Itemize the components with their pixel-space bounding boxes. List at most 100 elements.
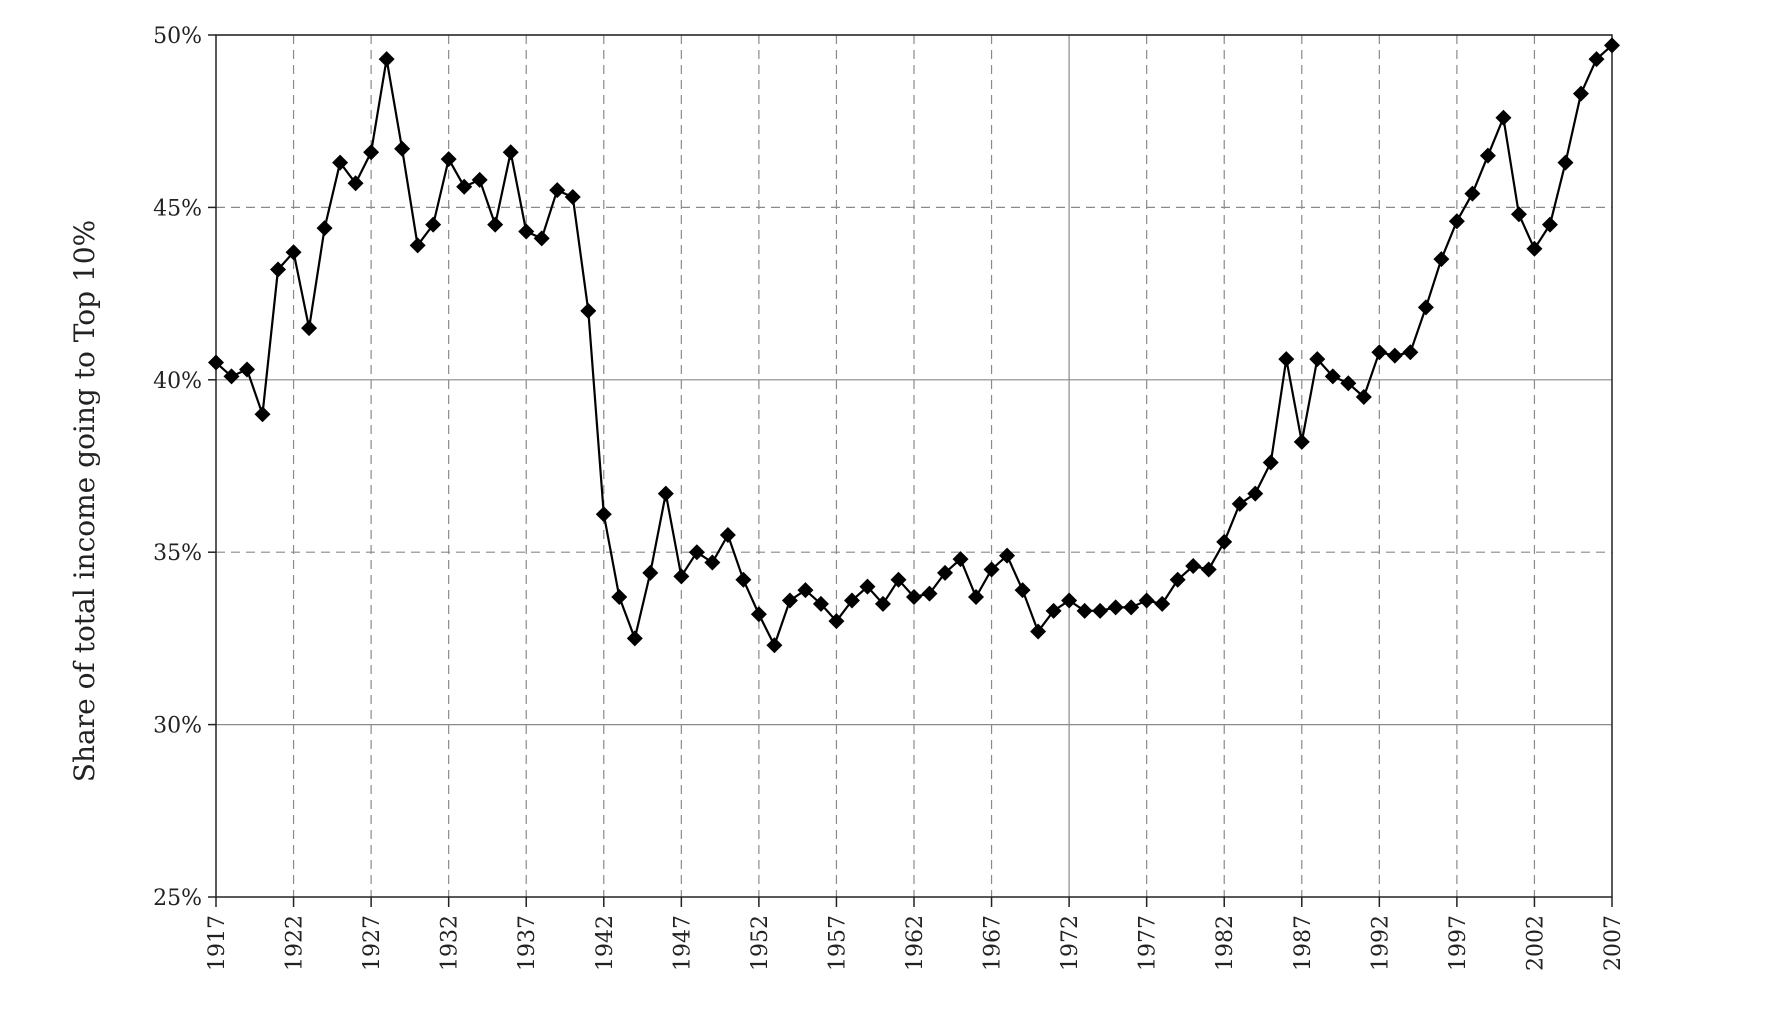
- data-point: [874, 595, 891, 612]
- data-point: [1448, 213, 1465, 230]
- data-point: [1526, 240, 1543, 257]
- data-point: [316, 220, 333, 237]
- data-point: [518, 223, 535, 240]
- data-point: [549, 182, 566, 199]
- data-point: [409, 237, 426, 254]
- x-tick-label: 1937: [515, 915, 540, 971]
- data-point: [766, 637, 783, 654]
- x-tick-label: 1932: [438, 915, 463, 971]
- data-point: [1092, 602, 1109, 619]
- data-point: [1588, 51, 1605, 68]
- data-point: [1479, 147, 1496, 164]
- data-point: [1324, 368, 1341, 385]
- y-tick-label: 50%: [153, 24, 202, 49]
- data-point: [1107, 599, 1124, 616]
- x-tick-label: 2007: [1601, 915, 1626, 971]
- data-point: [626, 630, 643, 647]
- data-point: [719, 526, 736, 543]
- data-point: [1340, 375, 1357, 392]
- data-point: [859, 578, 876, 595]
- data-point: [1045, 602, 1062, 619]
- data-point: [797, 582, 814, 599]
- data-point: [688, 544, 705, 561]
- data-point: [1154, 595, 1171, 612]
- x-tick-label: 1982: [1213, 915, 1238, 971]
- data-point: [1433, 251, 1450, 268]
- data-point: [580, 302, 597, 319]
- y-tick-label: 45%: [153, 196, 202, 221]
- data-point: [1464, 185, 1481, 202]
- data-point: [270, 261, 287, 278]
- data-point: [487, 216, 504, 233]
- gridlines: [216, 34, 1612, 897]
- data-point: [1371, 344, 1388, 361]
- data-point: [564, 189, 581, 206]
- data-point: [394, 140, 411, 157]
- y-axis-title: Share of total income going to Top 10%: [68, 220, 101, 782]
- data-point: [1200, 561, 1217, 578]
- x-tick-label: 1917: [205, 915, 230, 971]
- data-point: [285, 244, 302, 261]
- x-tick-label: 1987: [1291, 915, 1316, 971]
- data-point: [1417, 299, 1434, 316]
- data-point: [239, 361, 256, 378]
- data-point: [657, 485, 674, 502]
- data-point: [1604, 37, 1620, 54]
- x-tick-label: 1972: [1058, 915, 1083, 971]
- data-point: [812, 595, 829, 612]
- data-point: [595, 506, 612, 523]
- data-point: [1557, 154, 1574, 171]
- data-point: [363, 144, 380, 161]
- x-tick-label: 1952: [748, 915, 773, 971]
- data-point: [456, 178, 473, 195]
- data-point: [890, 571, 907, 588]
- data-point: [843, 592, 860, 609]
- data-point: [533, 230, 550, 247]
- plot-frame: [215, 34, 1613, 898]
- data-point: [1262, 454, 1279, 471]
- data-point: [673, 568, 690, 585]
- data-point: [611, 589, 628, 606]
- data-point: [1355, 389, 1372, 406]
- x-tick-label: 1922: [283, 915, 308, 971]
- data-point: [1138, 592, 1155, 609]
- x-tick-label: 1997: [1446, 915, 1471, 971]
- data-point: [1014, 582, 1031, 599]
- x-tick-label: 1942: [593, 915, 618, 971]
- series-group: [208, 37, 1620, 654]
- data-point: [208, 354, 224, 371]
- data-point: [1510, 206, 1527, 223]
- data-point: [1076, 602, 1093, 619]
- data-point: [999, 547, 1016, 564]
- data-point: [983, 561, 1000, 578]
- series-line: [215, 44, 1613, 647]
- data-point: [254, 406, 271, 423]
- x-tick-label: 1957: [825, 915, 850, 971]
- y-tick-label: 30%: [153, 714, 202, 739]
- x-tick-label: 2002: [1523, 915, 1548, 971]
- x-tick-label: 1927: [360, 915, 385, 971]
- data-point: [1541, 216, 1558, 233]
- data-point: [440, 151, 457, 168]
- x-tick-label: 1992: [1368, 915, 1393, 971]
- data-point: [968, 589, 985, 606]
- data-point: [502, 144, 519, 161]
- data-point: [1216, 533, 1233, 550]
- data-point: [332, 154, 349, 171]
- data-point: [425, 216, 442, 233]
- data-point: [378, 51, 395, 68]
- data-point: [1572, 85, 1589, 102]
- data-point: [828, 613, 845, 630]
- x-tick-label: 1947: [670, 915, 695, 971]
- data-point: [1386, 347, 1403, 364]
- data-point: [301, 320, 318, 337]
- data-point: [781, 592, 798, 609]
- data-point: [735, 571, 752, 588]
- data-point: [347, 175, 364, 192]
- data-point: [921, 585, 938, 602]
- x-tick-label: 1977: [1136, 915, 1161, 971]
- y-tick-label: 40%: [153, 369, 202, 394]
- data-point: [1030, 623, 1047, 640]
- data-point: [471, 171, 488, 188]
